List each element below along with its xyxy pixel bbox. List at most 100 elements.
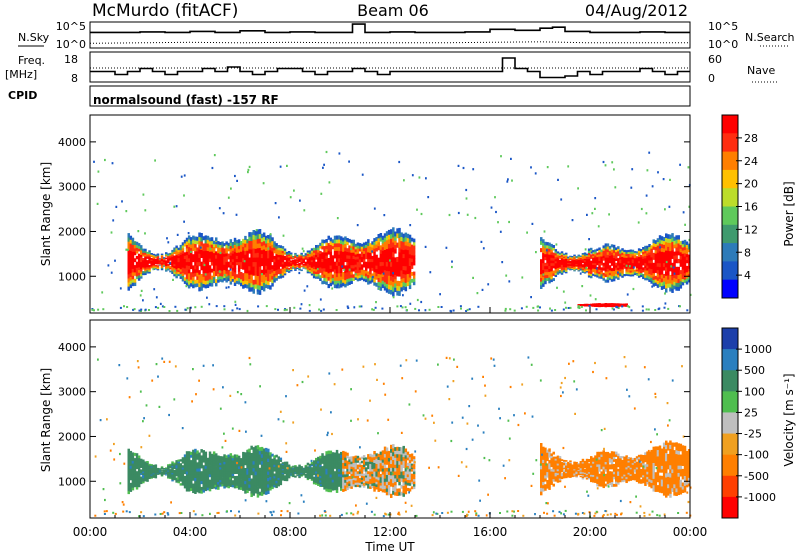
echo-cell [227, 456, 230, 460]
cpid-panel: CPID normalsound (fast) -157 RF [8, 85, 691, 107]
echo-cell [573, 255, 576, 258]
echo-cell [412, 255, 416, 259]
echo-cell [167, 472, 170, 474]
echo-cell [152, 469, 155, 471]
echo-cell [196, 450, 199, 454]
echo-cell [248, 448, 251, 453]
echo-cell [654, 246, 658, 251]
echo-cell [416, 208, 418, 211]
echo-cell [206, 465, 210, 469]
echo-cell [160, 473, 164, 475]
echo-cell [150, 470, 153, 472]
echo-cell [242, 482, 245, 486]
echo-cell [329, 480, 333, 484]
echo-cell [410, 278, 414, 283]
echo-cell [604, 273, 608, 278]
echo-cell [300, 261, 303, 264]
echo-cell [379, 249, 383, 254]
echo-cell [685, 250, 689, 255]
echo-cell [562, 268, 566, 270]
echo-cell [621, 303, 624, 305]
echo-cell [137, 464, 141, 468]
echo-cell [312, 275, 316, 279]
echo-cell [160, 266, 164, 268]
echo-cell [565, 264, 568, 267]
echo-cell [252, 488, 255, 493]
echo-cell [198, 480, 201, 485]
echo-cell [135, 481, 139, 485]
echo-cell [273, 464, 276, 468]
echo-cell [511, 179, 513, 182]
echo-cell [358, 277, 362, 281]
echo-cell [637, 262, 641, 266]
echo-cell [160, 475, 164, 477]
echo-cell [658, 274, 662, 280]
echo-cell [669, 250, 672, 256]
echo-cell [306, 468, 310, 471]
echo-cell [287, 465, 291, 467]
echo-cell [240, 481, 243, 485]
echo-cell [210, 466, 214, 470]
echo-cell [137, 230, 140, 233]
echo-cell [256, 271, 260, 277]
echo-cell [248, 458, 251, 462]
echo-cell [548, 242, 551, 246]
echo-cell [238, 308, 241, 311]
echo-cell [658, 251, 662, 256]
echo-cell [333, 457, 337, 461]
echo-cell [233, 471, 237, 474]
echo-cell [344, 276, 347, 281]
echo-cell [329, 468, 333, 472]
echo-cell [394, 261, 397, 267]
echo-cell [192, 489, 195, 494]
echo-cell [671, 262, 674, 268]
echo-cell [367, 239, 370, 243]
echo-cell [677, 258, 680, 264]
echo-cell [240, 471, 243, 475]
echo-cell [542, 245, 545, 250]
echo-cell [652, 266, 655, 270]
echo-cell [294, 465, 297, 467]
echo-cell [283, 252, 287, 255]
echo-cell [137, 455, 141, 459]
echo-cell [321, 261, 324, 266]
echo-cell [281, 464, 285, 467]
echo-cell [175, 245, 178, 249]
echo-cell [242, 265, 245, 270]
echo-cell [244, 269, 247, 274]
echo-cell [190, 265, 193, 270]
echo-cell [480, 240, 483, 243]
echo-cell [550, 265, 553, 269]
echo-cell [354, 466, 358, 470]
echo-cell [594, 207, 596, 210]
echo-cell [400, 232, 403, 237]
echo-cell [554, 251, 558, 254]
echo-cell [306, 476, 310, 478]
echo-cell [325, 265, 328, 269]
echo-cell [371, 250, 373, 253]
echo-cell [97, 170, 100, 173]
echo-cell [283, 469, 287, 472]
echo-cell [348, 268, 351, 271]
echo-cell [387, 275, 391, 281]
echo-cell [279, 273, 283, 277]
echo-cell [381, 307, 384, 310]
echo-cell [148, 309, 150, 311]
echo-cell [177, 476, 180, 479]
echo-cell [142, 469, 145, 472]
cpid-label: CPID [8, 89, 37, 102]
echo-cell [550, 252, 553, 256]
echo-cell [148, 250, 151, 253]
echo-cell [173, 259, 176, 263]
echo-cell [167, 477, 170, 479]
echo-cell [398, 285, 401, 292]
echo-cell [167, 466, 170, 468]
echo-cell [577, 304, 580, 305]
echo-cell [285, 264, 289, 267]
echo-cell [387, 288, 391, 294]
echo-cell [144, 258, 147, 261]
echo-cell [194, 272, 197, 277]
echo-cell [262, 278, 266, 283]
echo-cell [323, 239, 326, 244]
echo-cell [317, 274, 320, 277]
